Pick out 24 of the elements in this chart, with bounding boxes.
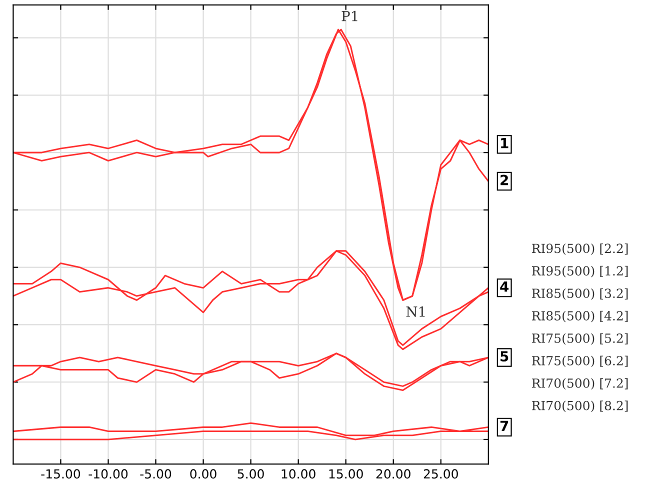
x-tick-label: 10.00: [282, 469, 316, 479]
annotation: N1: [406, 306, 425, 317]
text: RI70(500) [8.2]: [532, 400, 628, 412]
annotation: 4: [500, 282, 509, 292]
x-tick-label: -15.00: [41, 469, 80, 479]
text: RI85(500) [4.2]: [532, 310, 628, 322]
text: RI75(500) [6.2]: [532, 356, 628, 368]
annotation: 1: [501, 138, 508, 148]
x-tick-label: 25.00: [424, 469, 458, 479]
text: RI95(500) [1.2]: [532, 266, 628, 278]
x-tick-label: 0.00: [190, 469, 216, 479]
x-tick-label: 5.00: [238, 469, 264, 479]
annotation: 7: [500, 420, 508, 432]
annotation: 5: [500, 351, 508, 362]
x-tick-label: -10.00: [88, 469, 128, 479]
x-tick-label: 20.00: [376, 469, 410, 479]
text: RI70(500) [7.2]: [532, 378, 628, 390]
annotation: 2: [500, 174, 508, 186]
text: RI75(500) [5.2]: [532, 333, 628, 345]
x-tick-label: 15.00: [329, 469, 363, 479]
annotation: P1: [342, 10, 358, 22]
x-tick-label: -5.00: [140, 469, 172, 479]
text: RI95(500) [2.2]: [532, 243, 628, 255]
text: RI85(500) [3.2]: [532, 288, 628, 300]
